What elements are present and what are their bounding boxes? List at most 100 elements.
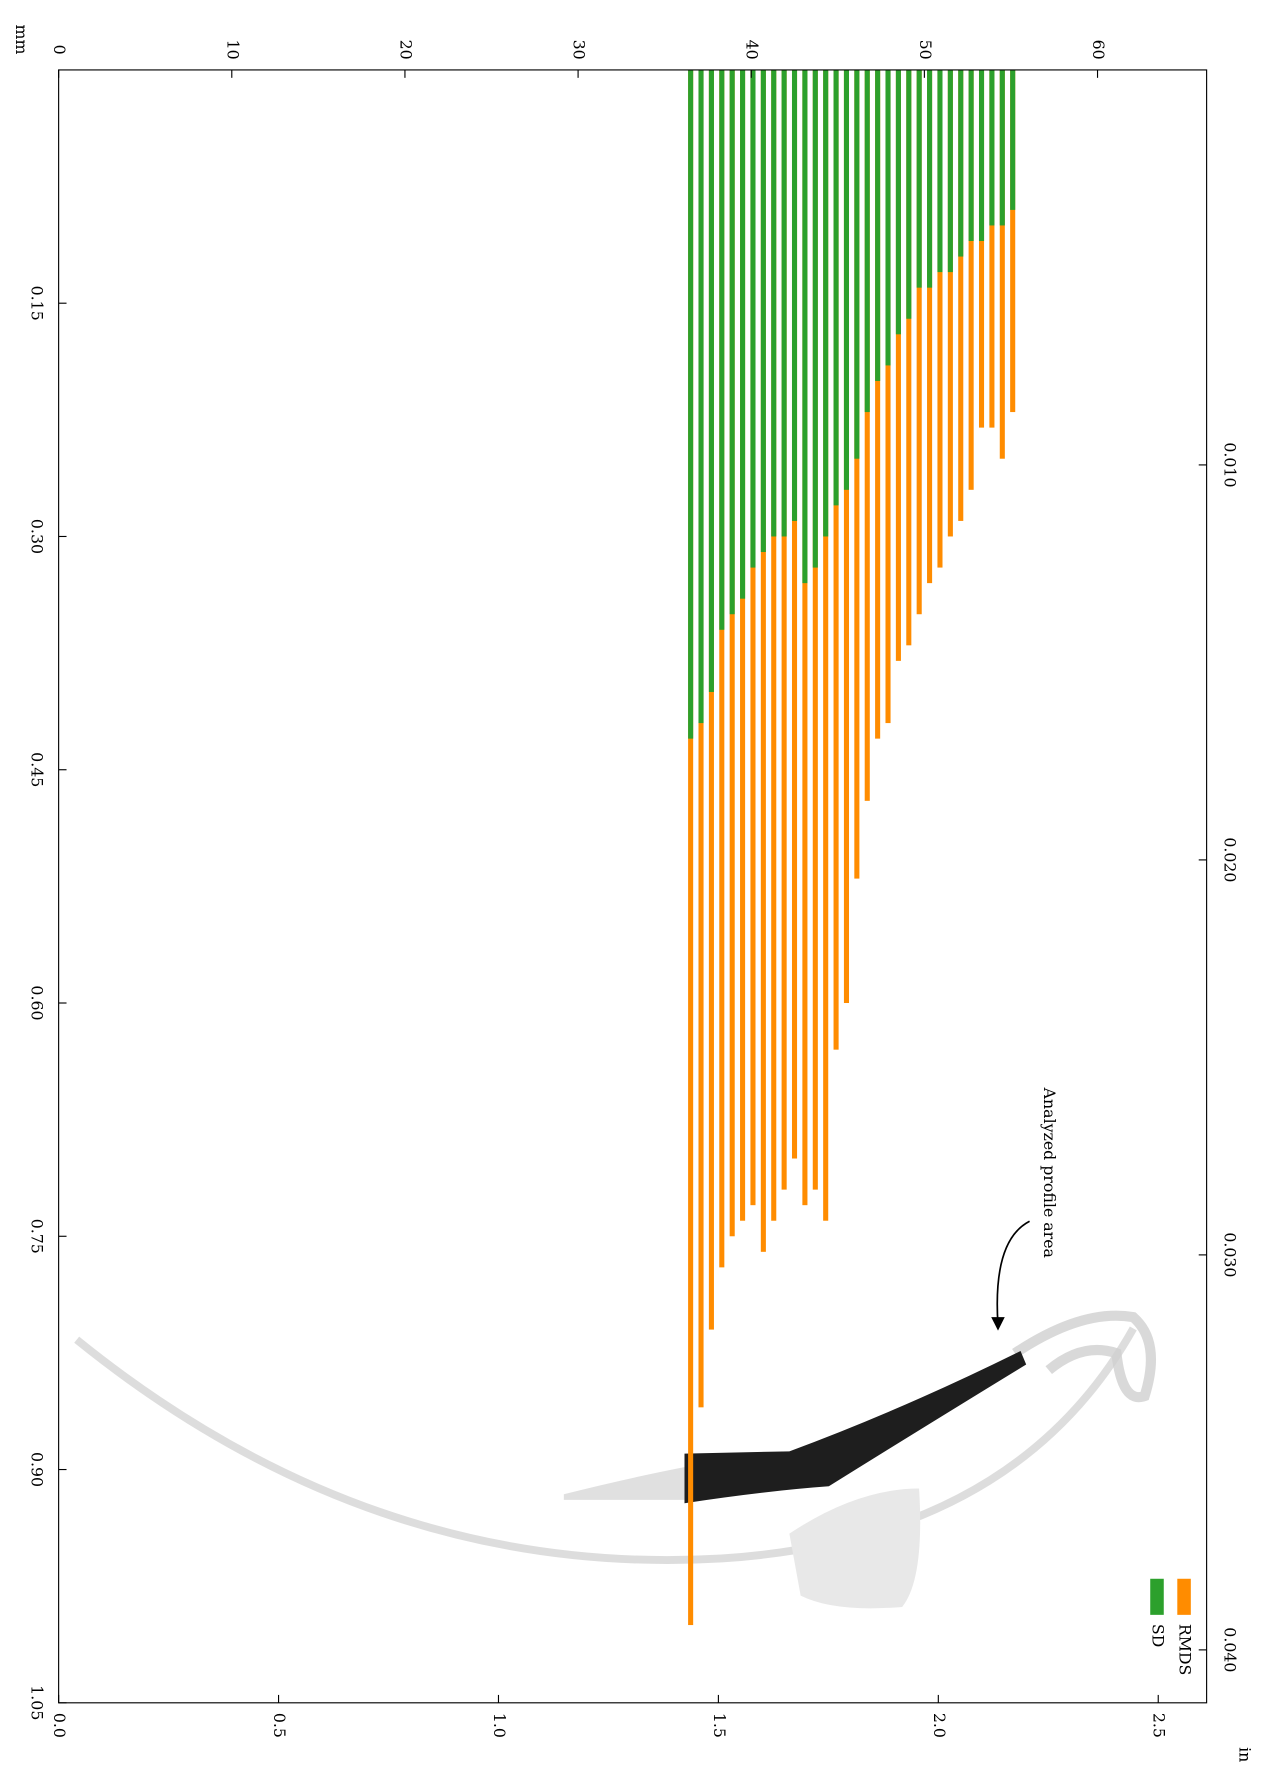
bar: [812, 69, 818, 568]
x-tick-label: 40: [743, 40, 762, 60]
bar: [719, 69, 725, 1268]
x2-tick-label: 2.0: [930, 1713, 949, 1738]
x-tick-label: 50: [916, 40, 935, 60]
bar: [771, 69, 777, 1221]
bar: [958, 69, 964, 257]
bar: [854, 69, 860, 459]
profile-cloud: [74, 1310, 1156, 1609]
legend-label: SD: [1148, 1624, 1167, 1647]
bar: [885, 69, 891, 724]
bar: [823, 69, 829, 537]
y-tick-label: 0.60: [28, 985, 47, 1020]
annotation: Analyzed profile area: [1040, 1087, 1059, 1258]
y2-tick-label: 0.030: [1221, 1232, 1240, 1277]
x2-tick-label: 0.0: [50, 1713, 69, 1738]
x-tick-label: 10: [223, 40, 242, 60]
x-tick-label: 60: [1089, 40, 1108, 60]
bar: [833, 69, 839, 1050]
bar: [1010, 69, 1016, 413]
profile-blob: [789, 1488, 921, 1609]
bar: [947, 69, 953, 537]
bar: [823, 69, 829, 1221]
bar: [989, 69, 995, 226]
bar: [875, 69, 881, 739]
y2-tick-label: 0.040: [1221, 1627, 1240, 1672]
analyzed-area: [684, 1350, 1027, 1504]
bar: [864, 69, 870, 801]
y-tick-label: 1.05: [28, 1685, 47, 1720]
y2-tick-label: 0.010: [1221, 442, 1240, 487]
bar: [750, 69, 756, 568]
bar: [698, 69, 704, 1408]
bar: [937, 69, 943, 273]
bar: [978, 69, 985, 428]
legend-swatch: [1177, 1578, 1191, 1615]
plot-frame: [58, 69, 1208, 1704]
bar: [708, 69, 714, 1330]
bar: [875, 69, 881, 381]
bar: [729, 69, 735, 1237]
annotation-arrow: [996, 1220, 1030, 1326]
x2-axis-label: in: [1235, 1747, 1254, 1762]
bar: [843, 69, 850, 1004]
bar: [895, 69, 901, 661]
bar: [688, 69, 694, 1626]
bar: [833, 69, 839, 506]
bar: [937, 69, 943, 568]
bar: [999, 69, 1005, 226]
profile-outline: [74, 1326, 1137, 1564]
y-tick-label: 0.15: [28, 286, 47, 321]
legend-swatch: [1150, 1578, 1164, 1615]
bar: [906, 69, 912, 646]
profile-tip: [1012, 1310, 1156, 1403]
y2-tick-label: 0.020: [1221, 837, 1240, 882]
bar: [978, 69, 985, 241]
bar: [968, 69, 974, 490]
bar: [999, 69, 1005, 459]
x2-tick-label: 0.5: [270, 1713, 289, 1738]
bar: [802, 69, 808, 584]
bar: [781, 69, 787, 537]
bar: [791, 69, 798, 521]
bar: [802, 69, 808, 1206]
bar: [989, 69, 995, 428]
bar: [1010, 69, 1016, 210]
y-tick-label: 0.45: [28, 752, 47, 787]
x2-tick-label: 2.5: [1150, 1713, 1169, 1738]
bar: [740, 69, 746, 599]
bar: [708, 69, 714, 692]
x-tick-label: 0: [50, 45, 69, 55]
bar: [864, 69, 870, 413]
bar: [771, 69, 777, 537]
bar: [843, 69, 850, 490]
bar: [927, 69, 933, 584]
bar: [698, 69, 704, 724]
profile-flash: [563, 1465, 691, 1500]
legend-label: RMDS: [1176, 1624, 1195, 1675]
arrow-head: [991, 1317, 1005, 1331]
bar: [916, 69, 922, 615]
y-tick-label: 0.75: [28, 1219, 47, 1254]
y-tick-label: 0.90: [28, 1452, 47, 1487]
bar: [750, 69, 756, 1206]
bar: [906, 69, 912, 319]
bar: [781, 69, 787, 1190]
bar: [791, 69, 798, 1159]
bar: [740, 69, 746, 1221]
bar: [729, 69, 735, 615]
bar: [895, 69, 901, 335]
bar: [916, 69, 922, 288]
bar: [760, 69, 766, 1252]
bar: [968, 69, 974, 241]
bar: [854, 69, 860, 879]
bar: [947, 69, 953, 273]
x-tick-label: 30: [570, 40, 589, 60]
bar: [760, 69, 766, 553]
bar: [927, 69, 933, 288]
x2-tick-label: 1.0: [490, 1713, 509, 1738]
x-axis-label: mm: [12, 25, 31, 55]
y-tick-label: 0.30: [28, 519, 47, 554]
x-tick-label: 20: [396, 40, 415, 60]
bar: [885, 69, 891, 366]
